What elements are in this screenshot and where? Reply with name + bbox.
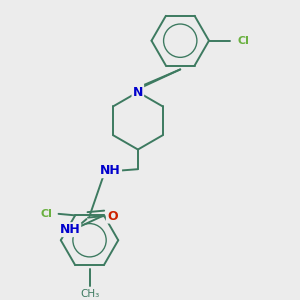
Text: O: O xyxy=(107,209,118,223)
Text: Cl: Cl xyxy=(40,209,52,219)
Text: NH: NH xyxy=(100,164,121,177)
Text: N: N xyxy=(133,84,143,97)
Text: NH: NH xyxy=(59,223,80,236)
Text: N: N xyxy=(133,85,143,99)
Text: Cl: Cl xyxy=(238,36,250,46)
Text: CH₃: CH₃ xyxy=(80,289,99,298)
